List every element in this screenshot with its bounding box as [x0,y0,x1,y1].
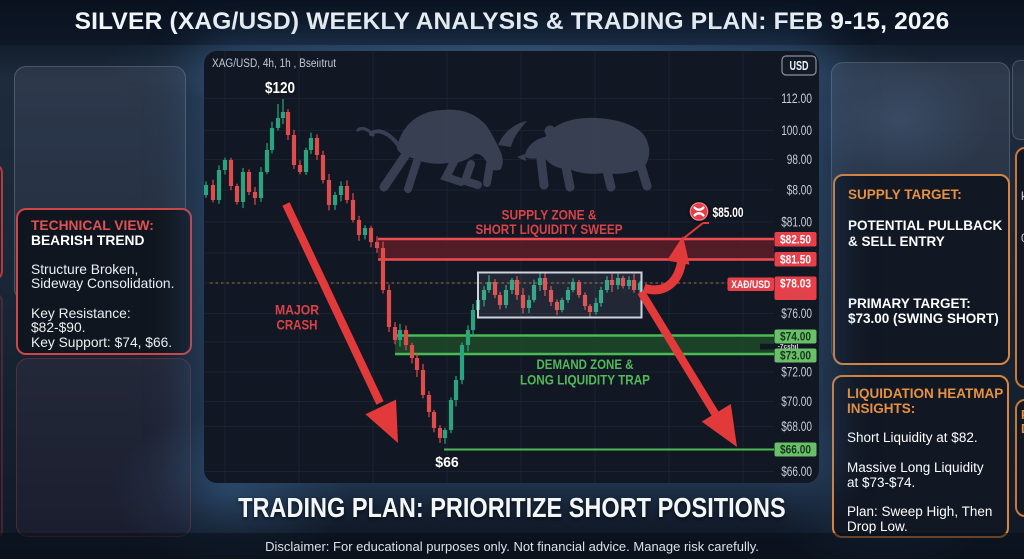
svg-text:XAG/USD, 4h, 1h , Bseiıtrut: XAG/USD, 4h, 1h , Bseiıtrut [212,58,337,70]
svg-text:XAĐ/USD: XAĐ/USD [731,279,770,291]
svg-text:SUPPLY ZONE &: SUPPLY ZONE & [502,207,597,223]
svg-text:CRASH: CRASH [277,317,318,333]
svg-text:$78.03: $78.03 [780,279,811,291]
svg-text:-7cshıl: -7cshıl [778,344,799,351]
svg-text:112.00: 112.00 [781,90,812,106]
svg-text:$81.00: $81.00 [781,214,812,230]
svg-text:$73.00: $73.00 [780,351,811,363]
svg-text:$66: $66 [435,454,459,471]
svg-text:$120: $120 [265,80,295,97]
svg-text:$8.00: $8.00 [787,182,812,198]
svg-text:$70.00: $70.00 [781,393,812,409]
svg-text:$85.00: $85.00 [713,204,744,220]
svg-text:V0:38: V0:38 [786,290,806,300]
svg-text:$82.50: $82.50 [780,234,811,246]
svg-text:MAJOR: MAJOR [275,302,319,318]
svg-text:DEMAND ZONE &: DEMAND ZONE & [537,356,634,372]
svg-text:USD: USD [790,59,809,73]
svg-text:100.00: 100.00 [781,122,812,138]
svg-text:$72.00: $72.00 [781,364,812,380]
svg-text:$74.00: $74.00 [780,332,811,344]
svg-text:LONG LIQUIDITY TRAP: LONG LIQUIDITY TRAP [520,372,650,388]
svg-text:98.00: 98.00 [787,151,812,167]
svg-text:SHORT LIQUIDITY SWEEP: SHORT LIQUIDITY SWEEP [476,221,623,237]
svg-text:$76.00: $76.00 [781,305,812,321]
svg-text:$66.00: $66.00 [781,463,812,479]
svg-text:$81.50: $81.50 [780,254,811,266]
svg-text:$66.00: $66.00 [780,445,811,457]
svg-text:$68.00: $68.00 [781,418,812,434]
